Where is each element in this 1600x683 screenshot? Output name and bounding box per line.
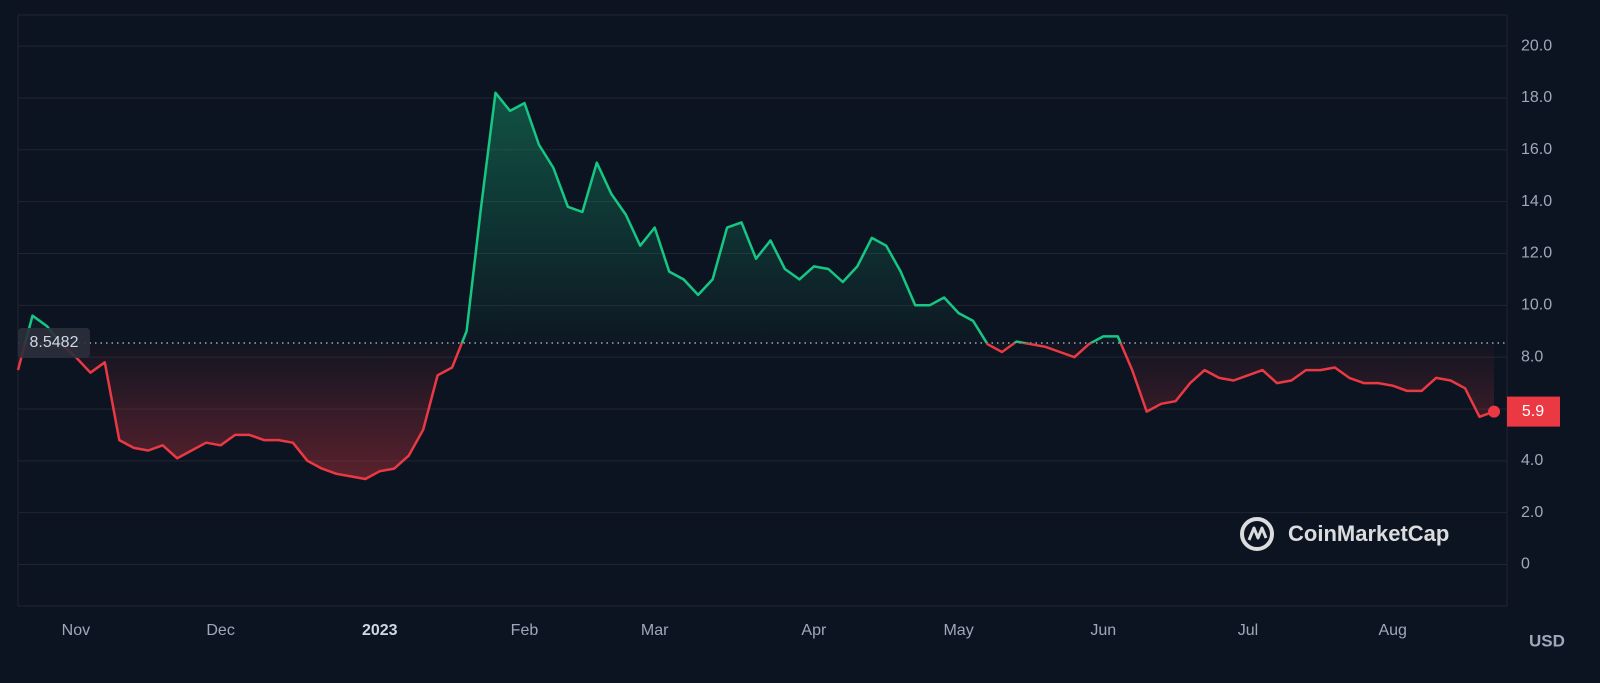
x-tick-label: Mar: [641, 622, 669, 639]
x-tick-label: Dec: [206, 622, 234, 639]
last-price-dot: [1488, 405, 1500, 418]
price-area: [18, 92, 1494, 480]
baseline-label-box: [18, 327, 90, 358]
y-tick-label: 10.0: [1521, 297, 1552, 314]
watermark-logo: [1247, 526, 1268, 541]
watermark-text: CoinMarketCap: [1288, 521, 1449, 546]
y-tick-label: 0: [1521, 556, 1530, 573]
x-tick-label: Feb: [511, 622, 539, 639]
y-tick-label: 16.0: [1521, 141, 1552, 158]
y-tick-label: 18.0: [1521, 89, 1552, 106]
x-tick-label: Jun: [1090, 622, 1116, 639]
y-tick-label: 4.0: [1521, 452, 1543, 469]
x-tick-label: Nov: [62, 622, 90, 639]
y-tick-label: 20.0: [1521, 37, 1552, 54]
last-price-box: [1507, 396, 1560, 427]
y-tick-label: 8.0: [1521, 348, 1543, 365]
last-price-label: 5.9: [1522, 403, 1544, 420]
x-tick-label: Apr: [801, 622, 827, 639]
x-tick-label: Jul: [1238, 622, 1258, 639]
baseline-label: 8.5482: [30, 334, 79, 351]
y-tick-label: 2.0: [1521, 504, 1543, 521]
y-tick-label: 14.0: [1521, 193, 1552, 210]
watermark: CoinMarketCap: [1240, 517, 1449, 551]
x-tick-label: 2023: [362, 622, 398, 639]
price-line: [16, 91, 1495, 481]
x-tick-label: May: [943, 622, 973, 639]
watermark-logo: [1240, 517, 1274, 551]
y-tick-label: 12.0: [1521, 245, 1552, 262]
x-tick-label: Aug: [1378, 622, 1406, 639]
currency-label: USD: [1529, 631, 1565, 650]
